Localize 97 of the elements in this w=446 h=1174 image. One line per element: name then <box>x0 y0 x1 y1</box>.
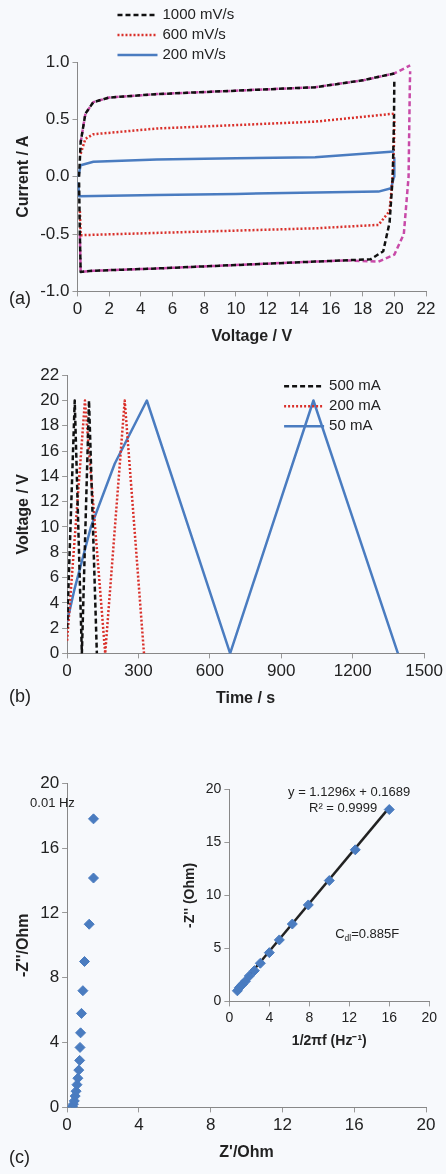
x-tick-label: 4 <box>134 1115 144 1135</box>
y-tick-label: 0.0 <box>45 166 70 186</box>
point <box>74 1054 86 1066</box>
point <box>349 844 361 856</box>
point <box>83 918 95 930</box>
x-tick-label: 16 <box>344 1115 364 1135</box>
x-tick-label: 18 <box>353 299 373 319</box>
y-tick-label: 1.0 <box>45 51 70 71</box>
point <box>74 1041 86 1053</box>
x-tick-label: 20 <box>416 1115 436 1135</box>
x-tick-label: 14 <box>289 299 309 319</box>
point <box>286 918 298 930</box>
y-tick-label: 0 <box>49 1097 60 1117</box>
x-tick-label: 600 <box>195 661 225 681</box>
x-axis-title: Time / s <box>215 688 276 706</box>
point <box>273 934 285 946</box>
y-tick-label: 4 <box>49 1032 60 1052</box>
point <box>243 970 255 982</box>
y-tick-label: 15 <box>205 833 222 850</box>
y-tick-label: 16 <box>40 837 60 857</box>
x-tick-label: 22 <box>416 299 436 319</box>
y-axis-title: Current / A <box>14 135 32 218</box>
y-tick-label: 4 <box>49 592 60 612</box>
x-tick-label: 12 <box>272 1115 292 1135</box>
annotation: R² = 0.9999 <box>309 800 378 816</box>
y-tick-label: 10 <box>40 516 60 536</box>
x-tick-label: 6 <box>167 299 178 319</box>
line-series <box>77 72 396 178</box>
x-tick-label: 2 <box>104 299 114 319</box>
point <box>75 1027 87 1039</box>
x-tick-label: 12 <box>258 299 278 319</box>
point <box>73 1064 85 1076</box>
y-axis-title: Voltage / V <box>14 473 32 555</box>
legend-label: 1000 mV/s <box>162 5 235 23</box>
y-tick-label: 20 <box>205 780 222 797</box>
y-tick-label: 0.5 <box>45 109 70 129</box>
point <box>248 965 260 977</box>
y-tick-label: 8 <box>49 967 60 987</box>
x-tick-label: 8 <box>305 1008 314 1025</box>
y-tick-label: 20 <box>40 390 60 410</box>
annotation: y = 1.1296x + 0.1689 <box>288 783 411 799</box>
point <box>254 957 266 969</box>
y-tick-label: 8 <box>49 541 60 561</box>
annotation: 0.01 Hz <box>30 795 75 811</box>
x-tick-label: 0 <box>225 1008 234 1025</box>
x-tick-label: 4 <box>136 299 146 319</box>
x-tick-label: 16 <box>321 299 341 319</box>
legend-label: 200 mV/s <box>162 45 226 63</box>
x-tick-label: 0 <box>72 299 83 319</box>
y-axis-title: -Z''/Ohm <box>14 913 32 978</box>
y-tick-label: 5 <box>213 939 222 956</box>
y-tick-label: 12 <box>40 902 60 922</box>
legend-label: 500 mA <box>329 376 381 394</box>
text: (b) <box>8 685 31 706</box>
point <box>323 875 335 887</box>
y-tick-label: 14 <box>40 466 60 486</box>
y-tick-label: 18 <box>40 415 60 435</box>
legend-label: 600 mV/s <box>162 25 226 43</box>
point <box>263 947 275 959</box>
x-tick-label: 20 <box>421 1008 438 1025</box>
y-tick-label: 22 <box>40 364 60 384</box>
x-tick-label: 12 <box>341 1008 358 1025</box>
line-series <box>78 118 396 237</box>
y-tick-label: -0.5 <box>40 223 70 243</box>
x-tick-label: 900 <box>267 661 296 681</box>
x-axis-title: Voltage / V <box>211 326 293 344</box>
text: (c) <box>8 1146 30 1167</box>
point <box>87 813 99 825</box>
x-tick-label: 1500 <box>405 661 443 681</box>
y-tick-label: 20 <box>40 772 60 792</box>
y-tick-label: 16 <box>40 440 60 460</box>
y-tick-label: 10 <box>205 886 222 903</box>
y-tick-label: -1.0 <box>40 281 70 301</box>
point <box>77 985 89 997</box>
point <box>79 956 91 968</box>
x-tick-label: 10 <box>226 299 246 319</box>
y-tick-label: 0 <box>49 643 60 663</box>
x-tick-label: 4 <box>265 1008 274 1025</box>
y-tick-label: 6 <box>49 567 60 587</box>
x-tick-label: 16 <box>381 1008 398 1025</box>
text: (a) <box>8 287 31 308</box>
y-tick-label: 0 <box>213 992 222 1009</box>
line-series <box>79 112 396 156</box>
legend-label: 50 mA <box>329 416 373 434</box>
y-tick-label: 12 <box>40 491 60 511</box>
x-tick-label: 300 <box>124 661 153 681</box>
x-tick-label: 1200 <box>333 661 372 681</box>
point <box>87 872 99 884</box>
x-axis-title: 1/2πf (Hz⁻¹) <box>291 1032 367 1049</box>
x-axis-title: Z'/Ohm <box>219 1142 274 1160</box>
point <box>302 899 314 911</box>
point <box>383 804 395 816</box>
y-tick-label: 2 <box>49 617 60 637</box>
y-axis-title: -Z'' (Ohm) <box>181 862 198 928</box>
legend-label: 200 mA <box>329 396 381 414</box>
point <box>75 1007 87 1019</box>
x-tick-label: 20 <box>384 299 404 319</box>
